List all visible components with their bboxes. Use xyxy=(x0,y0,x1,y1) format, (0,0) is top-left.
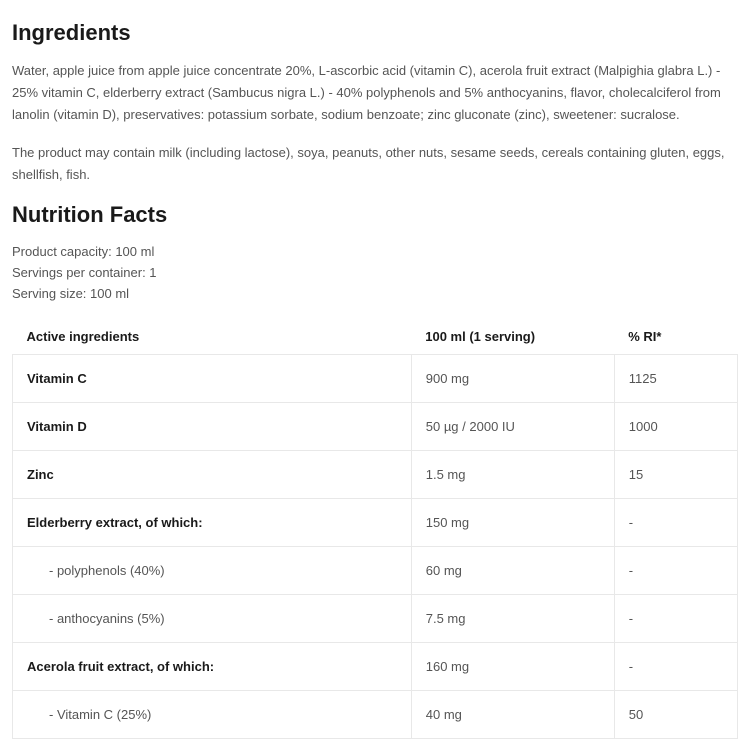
table-row: Vitamin D50 µg / 2000 IU1000 xyxy=(13,402,738,450)
table-row: - anthocyanins (5%)7.5 mg- xyxy=(13,594,738,642)
ingredient-ri: 1125 xyxy=(614,354,737,402)
ingredient-ri: 1000 xyxy=(614,402,737,450)
ingredient-name: Acerola fruit extract, of which: xyxy=(13,642,412,690)
table-row: - polyphenols (40%)60 mg- xyxy=(13,546,738,594)
ingredient-amount: 900 mg xyxy=(411,354,614,402)
ingredient-ri: - xyxy=(614,546,737,594)
product-capacity: Product capacity: 100 ml xyxy=(12,242,738,263)
ingredient-ri: - xyxy=(614,498,737,546)
ingredient-amount: 60 mg xyxy=(411,546,614,594)
ingredient-name: Zinc xyxy=(13,450,412,498)
table-row: Zinc1.5 mg15 xyxy=(13,450,738,498)
col-active-ingredients: Active ingredients xyxy=(13,319,412,355)
ingredient-amount: 160 mg xyxy=(411,642,614,690)
nutrition-table: Active ingredients 100 ml (1 serving) % … xyxy=(12,319,738,739)
ingredient-amount: 40 mg xyxy=(411,690,614,738)
ingredient-name: - anthocyanins (5%) xyxy=(13,594,412,642)
col-serving: 100 ml (1 serving) xyxy=(411,319,614,355)
ingredient-name: Elderberry extract, of which: xyxy=(13,498,412,546)
ingredient-name: Vitamin C xyxy=(13,354,412,402)
table-header-row: Active ingredients 100 ml (1 serving) % … xyxy=(13,319,738,355)
ingredient-name: - polyphenols (40%) xyxy=(13,546,412,594)
nutrition-heading: Nutrition Facts xyxy=(12,202,738,228)
table-row: Acerola fruit extract, of which:160 mg- xyxy=(13,642,738,690)
table-row: Vitamin C900 mg1125 xyxy=(13,354,738,402)
ingredients-heading: Ingredients xyxy=(12,20,738,46)
ingredient-name: Vitamin D xyxy=(13,402,412,450)
ingredient-amount: 50 µg / 2000 IU xyxy=(411,402,614,450)
ingredients-body: Water, apple juice from apple juice conc… xyxy=(12,60,738,126)
ingredient-name: - Vitamin C (25%) xyxy=(13,690,412,738)
ingredient-ri: 15 xyxy=(614,450,737,498)
ingredient-ri: 50 xyxy=(614,690,737,738)
ingredient-amount: 7.5 mg xyxy=(411,594,614,642)
table-row: - Vitamin C (25%)40 mg50 xyxy=(13,690,738,738)
ingredients-allergens: The product may contain milk (including … xyxy=(12,142,738,186)
ingredient-amount: 1.5 mg xyxy=(411,450,614,498)
table-row: Elderberry extract, of which:150 mg- xyxy=(13,498,738,546)
ingredient-ri: - xyxy=(614,642,737,690)
serving-size: Serving size: 100 ml xyxy=(12,284,738,305)
ingredient-ri: - xyxy=(614,594,737,642)
nutrition-meta: Product capacity: 100 ml Servings per co… xyxy=(12,242,738,304)
servings-per-container: Servings per container: 1 xyxy=(12,263,738,284)
ingredient-amount: 150 mg xyxy=(411,498,614,546)
col-ri: % RI* xyxy=(614,319,737,355)
